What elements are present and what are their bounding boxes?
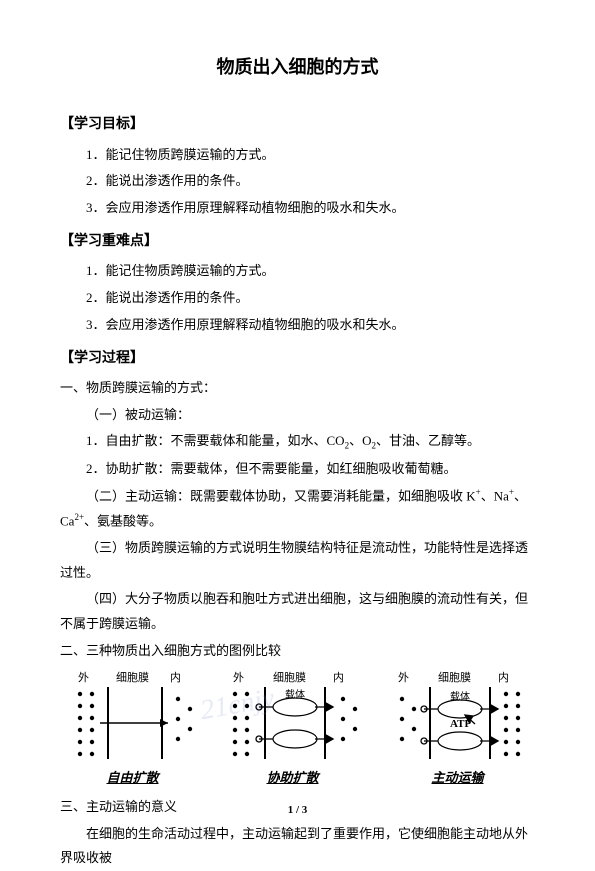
difficulties-list: 1．能记住物质跨膜运输的方式。 2．能说出渗透作用的条件。 3．会应用渗透作用原… <box>86 259 535 337</box>
list-item: 3．会应用渗透作用原理解释动植物细胞的吸水和失水。 <box>86 313 535 338</box>
diagram-active-transport: 外 细胞膜 内 载体 ATP <box>380 669 535 791</box>
list-item: 1．能记住物质跨膜运输的方式。 <box>86 259 535 284</box>
part1-title: 一、物质跨膜运输的方式： <box>60 376 535 401</box>
caption-free-diffusion: 自由扩散 <box>106 766 158 791</box>
label-outside: 外 <box>233 671 244 684</box>
part1-item2: 2．协助扩散：需要载体，但不需要能量，如红细胞吸收葡萄糖。 <box>60 457 535 482</box>
text-fragment: 1．自由扩散：不需要载体和能量，如水、CO <box>86 433 345 448</box>
label-inside: 内 <box>333 670 344 684</box>
diagram-facilitated-diffusion: 外 细胞膜 内 载体 <box>215 669 370 791</box>
diagram-free-diffusion: 外 细胞膜 内 <box>60 669 205 791</box>
goals-header: 【学习目标】 <box>60 112 535 139</box>
superscript: 2+ <box>74 512 84 522</box>
page-title: 物质出入细胞的方式 <box>60 50 535 84</box>
label-inside: 内 <box>498 670 509 684</box>
part1-sub3: （三）物质跨膜运输的方式说明生物膜结构特征是流动性，功能特性是选择透过性。 <box>60 536 535 585</box>
label-outside: 外 <box>78 671 89 684</box>
free-diffusion-svg: 外 细胞膜 内 <box>60 669 205 764</box>
label-carrier: 载体 <box>450 691 470 703</box>
list-item: 2．能说出渗透作用的条件。 <box>86 286 535 311</box>
caption-active-transport: 主动运输 <box>431 766 483 791</box>
label-carrier: 载体 <box>285 689 305 701</box>
caption-facilitated-diffusion: 协助扩散 <box>266 766 318 791</box>
page-number: 1 / 3 <box>0 800 595 821</box>
label-inside: 内 <box>170 670 181 684</box>
goals-list: 1．能记住物质跨膜运输的方式。 2．能说出渗透作用的条件。 3．会应用渗透作用原… <box>86 143 535 221</box>
part2-title: 二、三种物质出入细胞方式的图例比较 <box>60 639 535 664</box>
list-item: 2．能说出渗透作用的条件。 <box>86 169 535 194</box>
part1-sub2: （二）主动运输：既需要载体协助，又需要消耗能量，如细胞吸收 K+、Na+、Ca2… <box>60 484 535 534</box>
part3-text: 在细胞的生命活动过程中，主动运输起到了重要作用，它使细胞能主动地从外界吸收被 <box>60 822 535 871</box>
text-fragment: 、Na <box>481 488 509 503</box>
label-membrane: 细胞膜 <box>438 671 471 684</box>
part1-sub1: （一）被动运输： <box>60 403 535 428</box>
label-outside: 外 <box>398 671 409 684</box>
text-fragment: 、O <box>349 433 371 448</box>
diagram-row: 外 细胞膜 内 <box>60 669 535 791</box>
text-fragment: （二）主动运输：既需要载体协助，又需要消耗能量，如细胞吸收 K <box>86 488 476 503</box>
difficulties-header: 【学习重难点】 <box>60 229 535 256</box>
active-transport-svg: 外 细胞膜 内 载体 ATP <box>380 669 535 764</box>
text-fragment: 、氨基酸等。 <box>84 513 162 528</box>
facilitated-diffusion-svg: 外 细胞膜 内 载体 <box>215 669 370 764</box>
label-membrane: 细胞膜 <box>273 671 306 684</box>
list-item: 1．能记住物质跨膜运输的方式。 <box>86 143 535 168</box>
label-membrane: 细胞膜 <box>116 671 149 684</box>
process-header: 【学习过程】 <box>60 346 535 373</box>
text-fragment: 、甘油、乙醇等。 <box>376 433 480 448</box>
list-item: 3．会应用渗透作用原理解释动植物细胞的吸水和失水。 <box>86 196 535 221</box>
part1-sub4: （四）大分子物质以胞吞和胞吐方式进出细胞，这与细胞膜的流动性有关，但不属于跨膜运… <box>60 587 535 636</box>
part1-item1: 1．自由扩散：不需要载体和能量，如水、CO2、O2、甘油、乙醇等。 <box>60 429 535 455</box>
document-page: 物质出入细胞的方式 【学习目标】 1．能记住物质跨膜运输的方式。 2．能说出渗透… <box>0 0 595 841</box>
